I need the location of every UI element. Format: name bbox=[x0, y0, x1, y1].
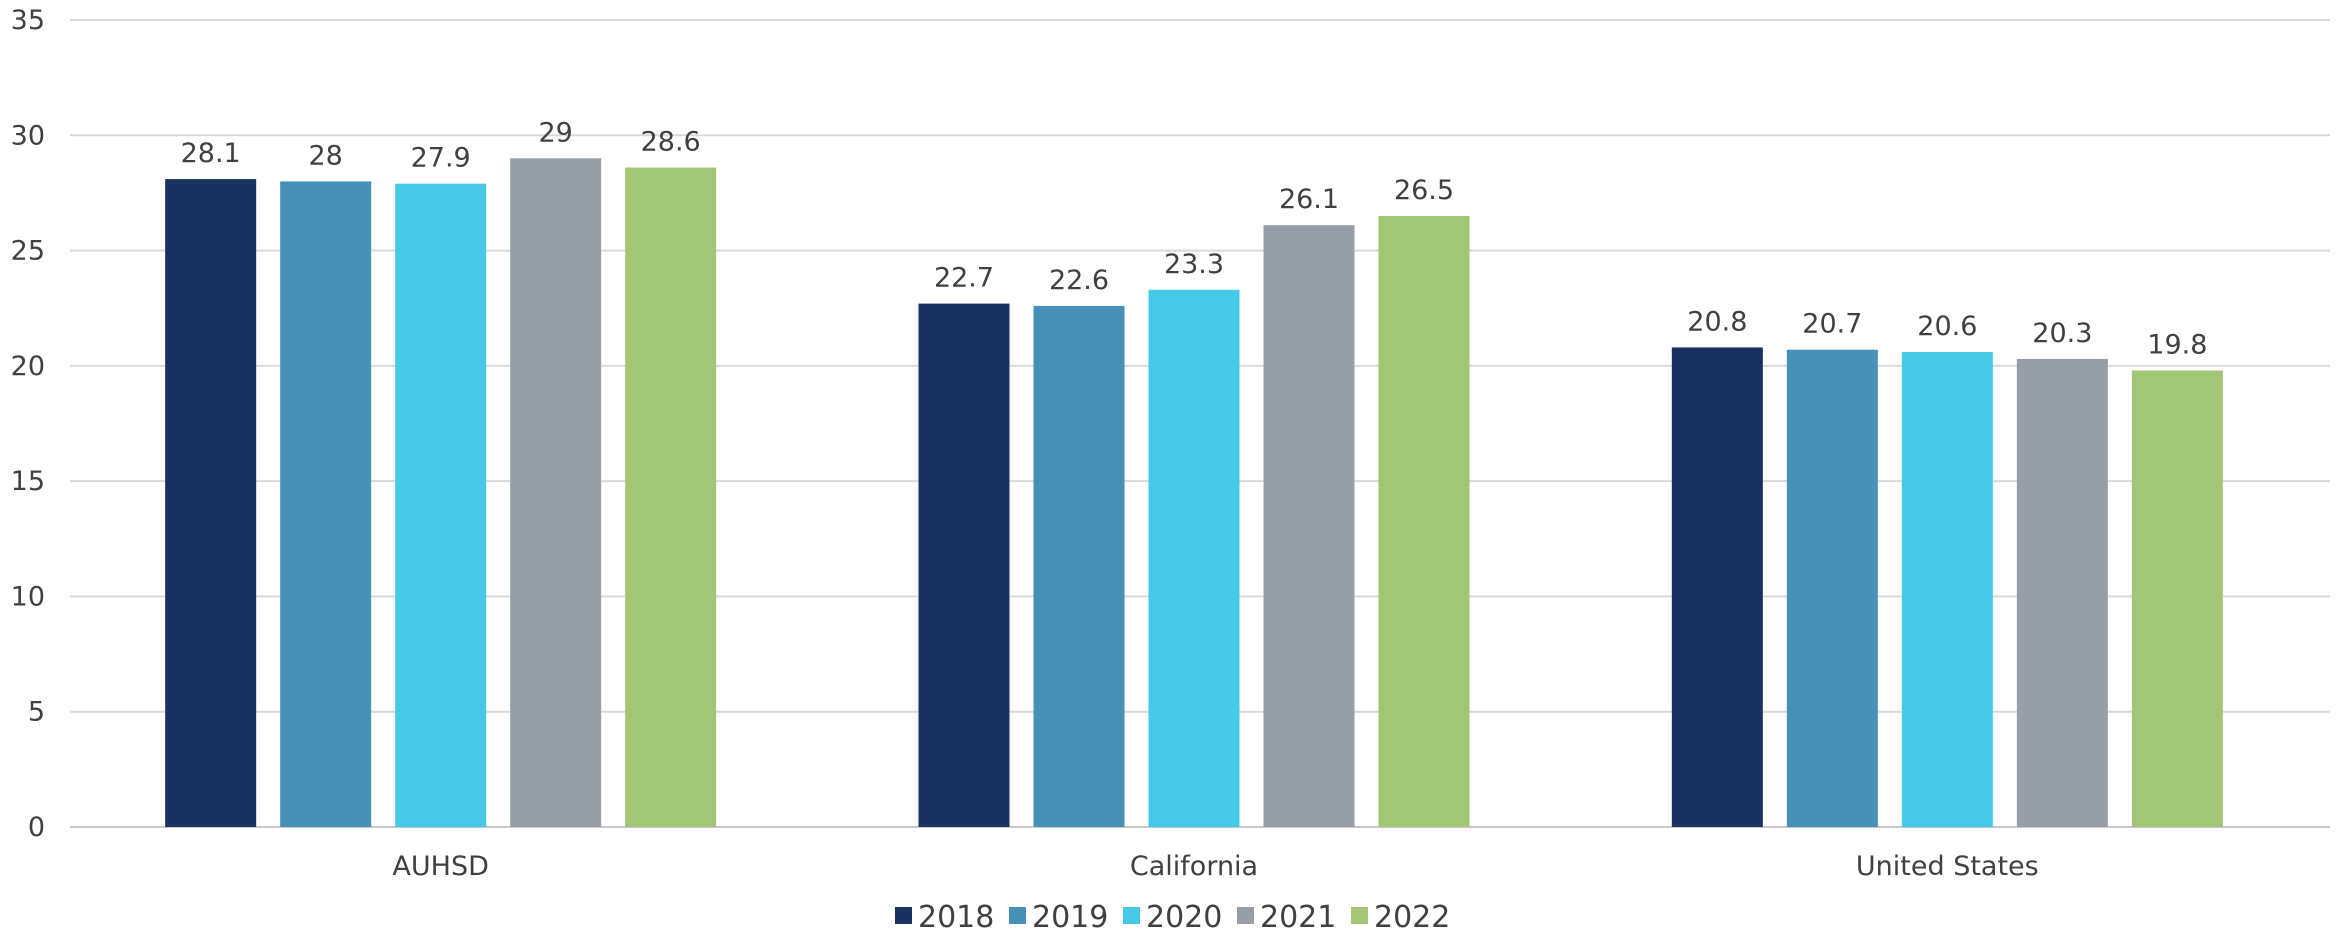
legend-swatch bbox=[1351, 907, 1368, 924]
data-label: 22.6 bbox=[1049, 265, 1109, 296]
data-label: 20.3 bbox=[2032, 318, 2092, 349]
y-tick-label: 25 bbox=[11, 236, 45, 267]
data-label: 28 bbox=[308, 140, 342, 171]
data-label: 23.3 bbox=[1164, 249, 1224, 280]
data-label: 27.9 bbox=[411, 143, 471, 174]
data-label: 20.6 bbox=[1917, 311, 1977, 342]
y-tick-label: 5 bbox=[28, 697, 45, 728]
bar-2019-united-states bbox=[1786, 349, 1878, 827]
bar-2021-auhsd bbox=[510, 158, 602, 828]
bar-2020-united-states bbox=[1901, 352, 1993, 827]
y-tick-label: 0 bbox=[28, 812, 45, 843]
bar-2022-auhsd bbox=[625, 167, 717, 827]
bar-2018-united-states bbox=[1671, 347, 1763, 827]
data-label: 28.6 bbox=[641, 127, 701, 158]
y-tick-label: 30 bbox=[11, 120, 45, 151]
bar-2019-california bbox=[1033, 305, 1125, 827]
x-category-label: AUHSD bbox=[392, 851, 488, 882]
legend-label: 2018 bbox=[918, 900, 994, 935]
legend: 2018 2019 2020 2021 2022 bbox=[895, 900, 1450, 935]
y-tick-label: 35 bbox=[11, 5, 45, 36]
bars bbox=[165, 158, 2223, 828]
data-label: 20.8 bbox=[1687, 306, 1747, 337]
legend-swatch bbox=[895, 907, 912, 924]
data-label: 22.7 bbox=[934, 263, 994, 294]
y-tick-label: 10 bbox=[11, 581, 45, 612]
bar-2022-california bbox=[1378, 215, 1470, 827]
bar-2018-auhsd bbox=[165, 179, 257, 827]
legend-label: 2019 bbox=[1032, 900, 1108, 935]
data-label: 26.5 bbox=[1394, 175, 1454, 206]
data-label: 29 bbox=[538, 117, 572, 148]
legend-swatch bbox=[1237, 907, 1254, 924]
bar-2022-united-states bbox=[2131, 370, 2223, 827]
legend-label: 2021 bbox=[1260, 900, 1336, 935]
x-axis-categories: AUHSD California United States bbox=[392, 851, 2038, 882]
data-label: 26.1 bbox=[1279, 184, 1339, 215]
data-label: 19.8 bbox=[2147, 329, 2207, 360]
x-category-label: California bbox=[1130, 851, 1258, 882]
legend-swatch bbox=[1009, 907, 1026, 924]
bar-2020-california bbox=[1148, 289, 1240, 828]
bar-2020-auhsd bbox=[395, 183, 487, 828]
bar-2021-california bbox=[1263, 225, 1355, 828]
legend-swatch bbox=[1123, 907, 1140, 924]
x-category-label: United States bbox=[1856, 851, 2039, 882]
data-label: 20.7 bbox=[1802, 309, 1862, 340]
bar-2021-united-states bbox=[2016, 358, 2108, 827]
y-axis-ticks: 0 5 10 15 20 25 30 35 bbox=[11, 5, 45, 843]
bar-2019-auhsd bbox=[280, 181, 372, 827]
y-tick-label: 15 bbox=[11, 466, 45, 497]
y-tick-label: 20 bbox=[11, 351, 45, 382]
legend-label: 2022 bbox=[1374, 900, 1450, 935]
data-labels: 28.1 28 27.9 29 28.6 22.7 22.6 23.3 26.1 26.5 20.8… bbox=[181, 117, 2208, 360]
data-label: 28.1 bbox=[181, 138, 241, 169]
bar-2018-california bbox=[918, 303, 1010, 827]
legend-label: 2020 bbox=[1146, 900, 1222, 935]
